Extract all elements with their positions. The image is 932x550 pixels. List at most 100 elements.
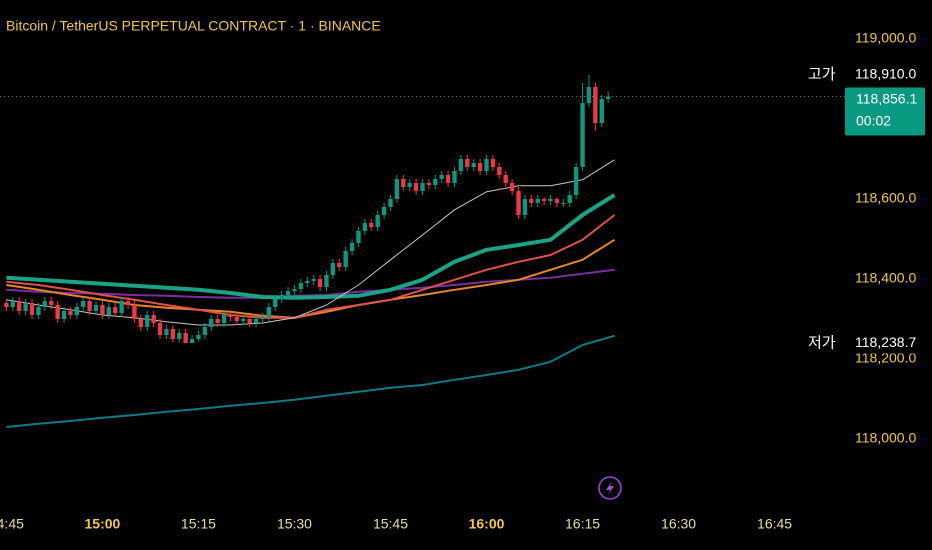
candle-body	[580, 103, 585, 167]
candle-body	[36, 307, 41, 315]
candle-body	[138, 319, 144, 327]
candle-body	[247, 319, 252, 323]
candle-body	[522, 199, 528, 215]
candle-body	[490, 159, 496, 167]
candle-body	[433, 179, 438, 185]
candle-body	[106, 307, 112, 315]
candle-body	[388, 199, 393, 207]
price-marker-name: 저가	[808, 334, 836, 351]
candle-body	[471, 163, 476, 167]
candle-body	[202, 327, 208, 335]
candle-body	[567, 195, 572, 203]
candle-body	[426, 183, 432, 185]
candle-body	[68, 311, 73, 315]
y-tick-label: 119,000.0	[855, 30, 916, 46]
candle-body	[324, 275, 329, 287]
x-tick-label: 15:45	[373, 516, 408, 532]
candle-body	[10, 301, 16, 307]
candle-body	[253, 319, 259, 323]
candle-body	[599, 99, 604, 123]
price-marker-name: 고가	[808, 66, 836, 83]
price-marker-bg	[848, 65, 932, 85]
candle-body	[221, 315, 227, 323]
candle-body	[311, 279, 316, 281]
candle-body	[593, 87, 598, 123]
candle-body	[413, 183, 419, 191]
candle-body	[145, 315, 150, 327]
candle-body	[586, 87, 592, 103]
candle-body	[298, 283, 304, 289]
candle-body	[375, 215, 380, 227]
candle-body	[541, 199, 547, 201]
candle-body	[394, 179, 400, 199]
last-price-label: 118,856.1	[856, 90, 917, 106]
candle-body	[503, 175, 508, 183]
candle-body	[170, 329, 176, 339]
candle-body	[81, 301, 86, 307]
chart-title: Bitcoin / TetherUS PERPETUAL CONTRACT · …	[6, 18, 381, 34]
candle-body	[535, 199, 540, 203]
candle-body	[23, 303, 28, 311]
candle-body	[29, 303, 35, 315]
x-tick-label: 16:45	[757, 516, 792, 532]
candle-body	[381, 207, 387, 215]
candle-body	[509, 183, 515, 191]
candle-body	[407, 183, 412, 187]
y-tick-label: 118,400.0	[855, 270, 916, 286]
candle-body	[177, 333, 182, 339]
candle-body	[17, 301, 22, 311]
y-tick-label: 118,200.0	[855, 350, 916, 366]
candle-body	[164, 329, 169, 335]
x-tick-label: 15:15	[181, 516, 216, 532]
x-tick-label: 15:00	[85, 516, 121, 532]
candle-body	[439, 175, 444, 179]
y-tick-label: 118,600.0	[855, 190, 916, 206]
price-marker-bg	[848, 333, 932, 354]
ma-line	[6, 334, 615, 428]
candle-body	[465, 159, 470, 167]
candle-body	[266, 307, 272, 317]
candle-body	[100, 305, 105, 315]
candle-body	[49, 301, 54, 305]
candle-body	[74, 307, 80, 315]
candle-body	[484, 159, 489, 171]
candle-body	[337, 263, 342, 267]
x-tick-label: 16:30	[661, 516, 696, 532]
candle-body	[61, 311, 67, 319]
candle-body	[55, 305, 60, 319]
candle-body	[401, 179, 406, 187]
candle-body	[234, 317, 240, 321]
candle-body	[356, 231, 361, 243]
candle-body	[445, 175, 451, 183]
replay-icon[interactable]	[598, 476, 622, 500]
candle-body	[420, 183, 425, 191]
candle-body	[529, 199, 534, 203]
candle-body	[215, 319, 220, 323]
candle-body	[87, 301, 92, 311]
candle-body	[292, 289, 297, 291]
candle-body	[573, 167, 579, 195]
candle-body	[343, 251, 348, 267]
candle-body	[228, 315, 233, 317]
candle-body	[349, 243, 355, 251]
candle-body	[548, 199, 553, 201]
candle-body	[132, 305, 137, 319]
countdown: 00:02	[856, 112, 891, 128]
x-tick-label: 14:45	[0, 516, 24, 532]
candle-body	[477, 163, 483, 171]
candle-body	[605, 96, 611, 99]
candle-body	[516, 191, 521, 215]
candle-body	[362, 223, 368, 231]
candle-body	[157, 323, 163, 335]
candle-body	[196, 335, 201, 339]
candle-body	[497, 167, 502, 175]
candle-body	[125, 301, 131, 305]
candle-body	[183, 333, 188, 343]
last-price-box	[845, 87, 925, 136]
candle-body	[458, 159, 464, 171]
ma-line	[6, 193, 616, 300]
x-tick-label: 16:15	[565, 516, 600, 532]
